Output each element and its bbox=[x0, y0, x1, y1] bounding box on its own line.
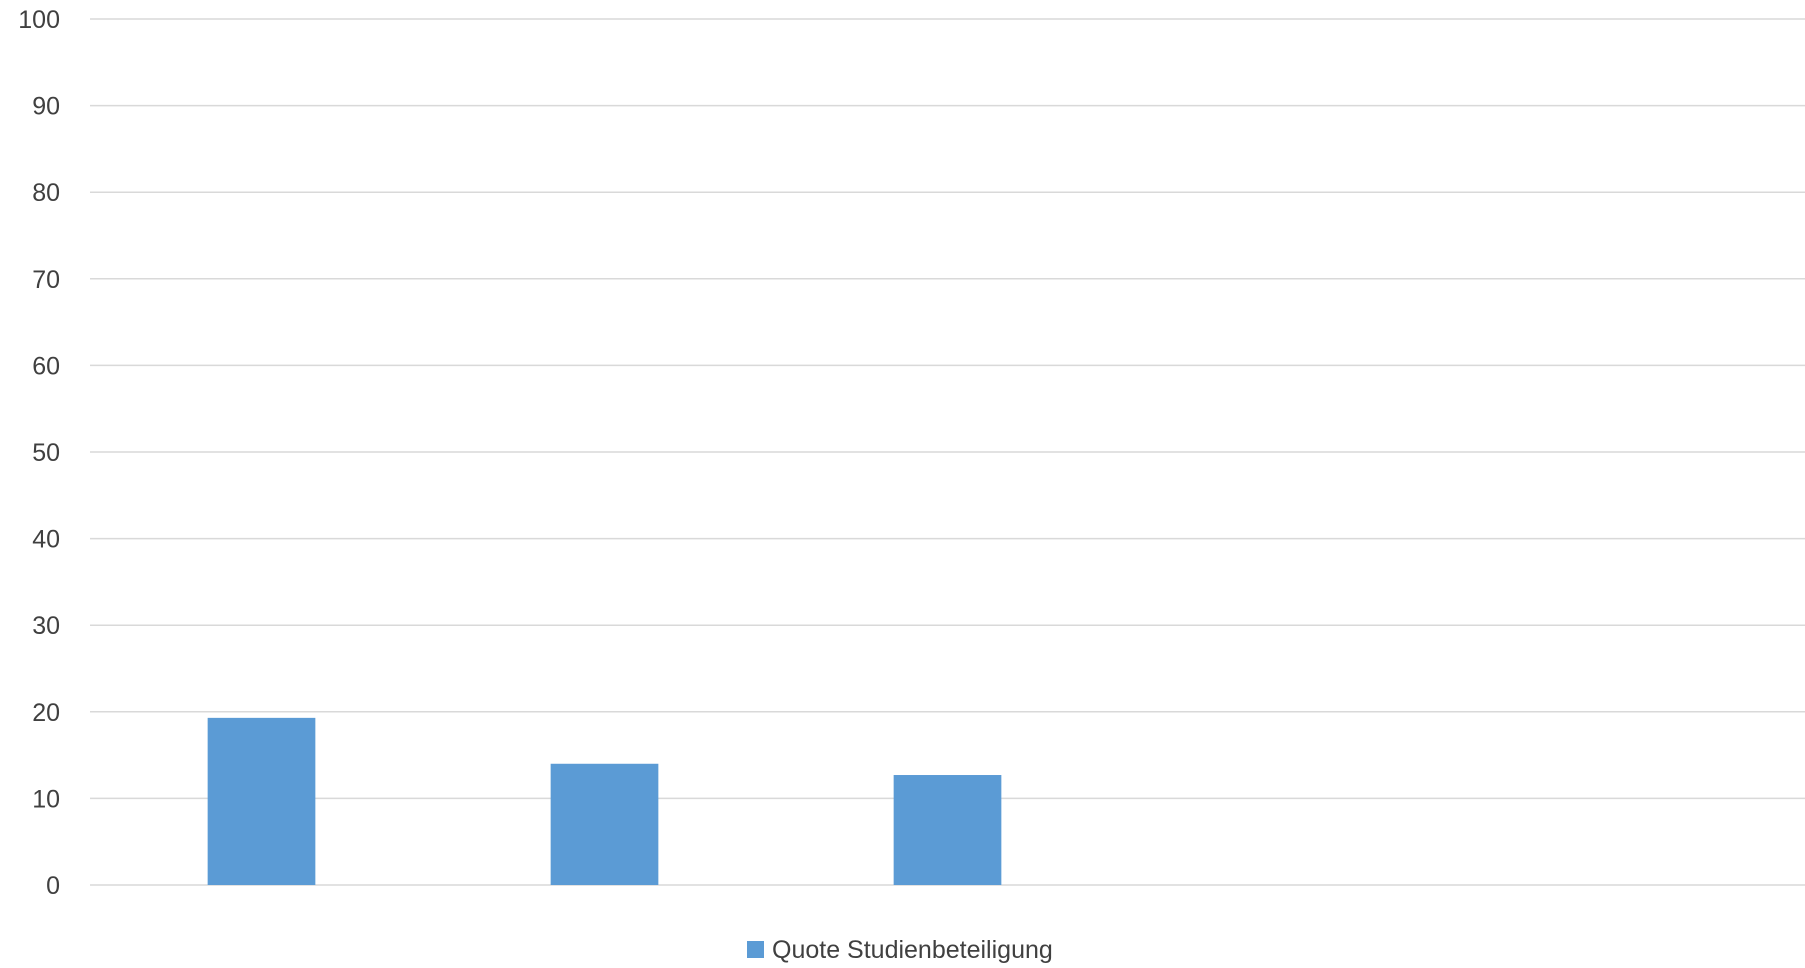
y-tick-label: 80 bbox=[32, 179, 60, 207]
y-tick-label: 90 bbox=[32, 93, 60, 121]
gridlines bbox=[90, 18, 1805, 886]
bar bbox=[893, 775, 1002, 885]
y-axis-tick-labels: 0 10 20 30 40 50 60 70 80 90 100 bbox=[18, 6, 60, 900]
bar bbox=[550, 763, 659, 885]
legend-label: Quote Studienbeteiligung bbox=[772, 936, 1053, 964]
y-tick-label: 50 bbox=[32, 439, 60, 467]
y-tick-label: 70 bbox=[32, 266, 60, 294]
bar bbox=[207, 717, 316, 885]
bars bbox=[207, 717, 1002, 885]
y-tick-label: 20 bbox=[32, 699, 60, 727]
legend-swatch bbox=[747, 941, 764, 958]
y-tick-label: 100 bbox=[18, 6, 60, 34]
legend: Quote Studienbeteiligung bbox=[747, 936, 1053, 964]
y-tick-label: 10 bbox=[32, 785, 60, 813]
y-tick-label: 0 bbox=[46, 872, 60, 900]
y-tick-label: 60 bbox=[32, 352, 60, 380]
y-tick-label: 40 bbox=[32, 526, 60, 554]
y-tick-label: 30 bbox=[32, 612, 60, 640]
